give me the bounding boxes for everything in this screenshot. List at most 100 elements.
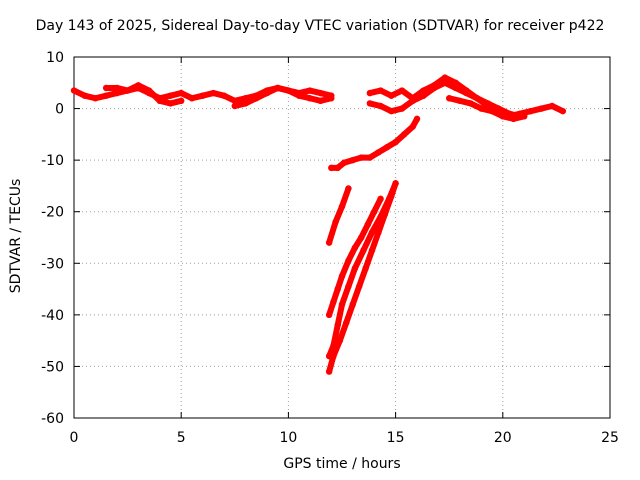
y-tick-label: -20 — [41, 205, 64, 221]
data-point — [306, 87, 314, 94]
data-point — [345, 257, 352, 264]
data-point — [467, 100, 474, 107]
data-point — [441, 74, 449, 81]
data-point — [317, 89, 324, 97]
series-track-8 — [325, 185, 352, 246]
data-point — [328, 164, 335, 172]
series-track-11 — [325, 180, 399, 375]
data-point — [452, 84, 459, 92]
data-point — [340, 159, 348, 166]
data-point — [92, 95, 99, 102]
y-tick-label: -40 — [41, 308, 64, 324]
data-point — [274, 84, 281, 92]
data-point — [306, 95, 314, 102]
data-point — [334, 285, 341, 293]
data-point — [345, 185, 352, 192]
y-tick-label: -60 — [41, 411, 64, 427]
data-point — [377, 87, 384, 94]
data-point — [510, 115, 517, 123]
data-point — [263, 89, 271, 97]
x-tick-label: 25 — [601, 430, 619, 446]
data-point — [398, 87, 406, 94]
data-point — [456, 97, 464, 105]
data-point — [242, 100, 249, 107]
series-track-9 — [325, 195, 384, 319]
data-point — [113, 84, 121, 92]
data-point — [548, 102, 556, 110]
data-point — [338, 301, 346, 308]
data-point — [113, 89, 121, 97]
x-axis-label: GPS time / hours — [283, 456, 401, 472]
data-point — [409, 123, 416, 130]
data-point — [463, 89, 470, 97]
y-tick-label: -50 — [41, 359, 64, 375]
data-point — [473, 95, 481, 102]
data-point — [325, 368, 333, 375]
series-track-3 — [231, 84, 335, 110]
data-point — [441, 79, 449, 86]
data-point — [413, 115, 421, 123]
data-point — [351, 265, 359, 272]
data-point — [366, 100, 374, 107]
data-point — [527, 107, 534, 115]
data-point — [135, 82, 142, 89]
data-point — [392, 180, 399, 187]
series-track-2 — [102, 82, 185, 107]
data-point — [102, 84, 110, 92]
data-point — [559, 107, 567, 115]
data-point — [167, 92, 174, 99]
data-point — [409, 97, 416, 105]
data-point — [388, 92, 395, 99]
data-point — [336, 337, 344, 344]
data-point — [349, 301, 356, 308]
data-point — [199, 92, 206, 99]
y-tick-label: 0 — [55, 102, 64, 118]
data-point — [358, 234, 365, 241]
x-tick-label: 5 — [177, 430, 186, 446]
data-point — [343, 319, 350, 326]
chart-title: Day 143 of 2025, Sidereal Day-to-day VTE… — [35, 18, 605, 34]
data-point — [317, 97, 324, 105]
data-point — [334, 164, 341, 172]
y-axis-label: SDTVAR / TECUs — [8, 178, 24, 294]
data-point — [360, 247, 367, 254]
series-line — [231, 84, 335, 109]
data-point — [220, 92, 228, 99]
data-point — [377, 195, 384, 203]
data-point — [178, 97, 185, 105]
data-point — [332, 218, 339, 226]
data-point — [349, 156, 356, 164]
data-point — [70, 87, 78, 94]
data-point — [178, 89, 185, 97]
data-point — [231, 102, 238, 110]
data-point — [325, 311, 333, 319]
data-point — [381, 211, 389, 218]
data-point — [295, 92, 303, 99]
data-point — [366, 89, 374, 97]
data-point — [362, 265, 369, 272]
x-tick-label: 20 — [494, 430, 512, 446]
data-point — [478, 105, 485, 112]
data-point — [330, 352, 337, 360]
data-point — [145, 87, 153, 94]
data-point — [355, 283, 363, 290]
data-point — [375, 229, 382, 236]
data-point — [375, 149, 382, 156]
data-point — [484, 100, 491, 107]
plot-frame — [73, 56, 611, 419]
data-point — [124, 87, 131, 94]
data-point — [370, 208, 378, 215]
data-point — [338, 272, 346, 280]
y-tick-label: 10 — [46, 50, 64, 66]
data-point — [345, 283, 352, 290]
y-tick-label: -30 — [41, 256, 64, 272]
data-point — [285, 87, 292, 94]
data-point — [188, 95, 196, 102]
data-point — [328, 95, 335, 102]
data-point — [325, 239, 333, 246]
data-point — [253, 95, 260, 102]
data-point — [377, 102, 384, 110]
data-point — [446, 95, 453, 102]
data-point — [351, 244, 359, 252]
